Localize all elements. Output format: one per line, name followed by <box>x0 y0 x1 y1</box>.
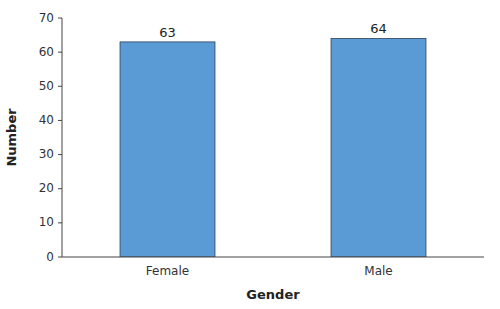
y-axis-line <box>62 18 63 257</box>
y-tick-label: 60 <box>39 45 54 59</box>
y-tick-label: 40 <box>39 113 54 127</box>
y-tick <box>58 52 62 53</box>
data-label: 63 <box>159 25 176 40</box>
y-axis-label: Number <box>4 108 19 167</box>
y-tick <box>58 120 62 121</box>
y-tick <box>58 257 62 258</box>
y-tick <box>58 18 62 19</box>
chart: 0 10 20 30 40 50 60 70 63 64 Female Male Gender Numbe… <box>0 0 500 309</box>
data-label: 64 <box>370 21 387 36</box>
y-tick <box>58 154 62 155</box>
bar <box>120 42 215 257</box>
y-tick <box>58 86 62 87</box>
y-tick-label: 20 <box>39 181 54 195</box>
y-tick-label: 0 <box>46 250 54 264</box>
bar <box>331 38 426 257</box>
y-tick-label: 50 <box>39 79 54 93</box>
bars <box>120 38 426 257</box>
y-tick-label: 10 <box>39 215 54 229</box>
x-tick-label: Male <box>364 264 392 278</box>
y-tick-label: 70 <box>39 11 54 25</box>
y-tick-label: 30 <box>39 147 54 161</box>
x-axis-line <box>62 257 484 258</box>
x-axis-label: Gender <box>246 287 300 302</box>
y-tick <box>58 188 62 189</box>
y-tick <box>58 222 62 223</box>
x-tick-label: Female <box>146 264 189 278</box>
chart-container: 0 10 20 30 40 50 60 70 63 64 Female Male Gender Numbe… <box>0 0 500 309</box>
